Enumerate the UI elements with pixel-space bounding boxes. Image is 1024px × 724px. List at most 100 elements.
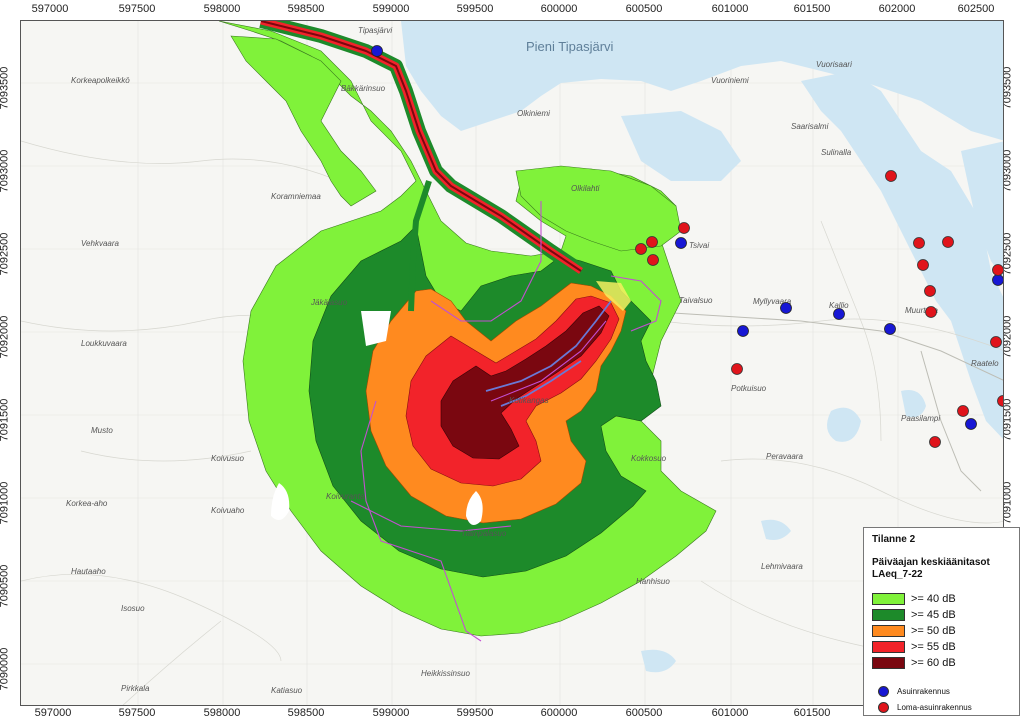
x-tick-label: 599500 xyxy=(456,3,494,15)
legend-swatch xyxy=(872,593,905,605)
water-bodies xyxy=(401,21,1003,673)
noise-zone-40db-north xyxy=(230,35,377,207)
holiday-home-marker[interactable] xyxy=(929,436,941,448)
legend-item-50db: >= 50 dB xyxy=(872,623,1011,639)
place-label: Paasilampi xyxy=(901,414,940,423)
residence-marker[interactable] xyxy=(992,274,1004,286)
legend-label: >= 45 dB xyxy=(911,609,956,621)
x-tick-label: 600500 xyxy=(625,3,663,15)
place-label: Raatelo xyxy=(971,359,999,368)
y-tick-label: 7090000 xyxy=(0,647,11,691)
holiday-home-dot-icon xyxy=(878,701,889,713)
x-tick-label: 599000 xyxy=(372,707,410,719)
roads xyxy=(640,310,1003,492)
holiday-home-marker[interactable] xyxy=(925,306,937,318)
residence-marker[interactable] xyxy=(884,323,896,335)
place-label: Jäkälasuo xyxy=(310,298,348,307)
place-label: Isosuo xyxy=(121,604,145,613)
legend-label: >= 40 dB xyxy=(911,593,956,605)
place-label: Muurtolla xyxy=(905,306,938,315)
x-tick-label: 601500 xyxy=(793,707,831,719)
place-label: Peravaara xyxy=(766,452,803,461)
x-tick-label: 600500 xyxy=(625,707,663,719)
place-label: Saarisalmi xyxy=(791,122,829,131)
place-label: Sulinalla xyxy=(821,148,852,157)
y-tick-label: 7093000 xyxy=(0,149,11,193)
y-tick-label: 7092500 xyxy=(0,232,11,276)
holiday-home-markers xyxy=(635,170,1005,448)
legend-label: Loma-asuinrakennus xyxy=(897,702,972,712)
x-tick-label: 602000 xyxy=(878,3,916,15)
x-tick-label: 598500 xyxy=(287,3,325,15)
place-label: Olkilahti xyxy=(571,184,600,193)
legend-item-40db: >= 40 dB xyxy=(872,591,1011,607)
holiday-home-marker[interactable] xyxy=(997,395,1005,407)
legend-label: >= 50 dB xyxy=(911,625,956,637)
holiday-home-marker[interactable] xyxy=(913,237,925,249)
residence-marker[interactable] xyxy=(737,325,749,337)
place-label: Heikkissinsuo xyxy=(421,669,470,678)
legend-swatch xyxy=(872,625,905,637)
x-tick-label: 598000 xyxy=(203,3,241,15)
legend-item-holiday-home: Loma-asuinrakennus xyxy=(872,699,1011,715)
place-label: Loukkuvaara xyxy=(81,339,127,348)
residence-marker[interactable] xyxy=(780,302,792,314)
holiday-home-marker[interactable] xyxy=(678,222,690,234)
holiday-home-marker[interactable] xyxy=(885,170,897,182)
place-labels: Pieni Tipasjärvi Korkeapolkeikkö Bäkkäri… xyxy=(66,26,999,695)
legend-item-45db: >= 45 dB xyxy=(872,607,1011,623)
residence-marker[interactable] xyxy=(675,237,687,249)
place-label: Koivuranta xyxy=(326,492,365,501)
place-label: Hautaaho xyxy=(71,567,106,576)
legend-label: Asuinrakennus xyxy=(897,686,950,696)
x-tick-label: 597500 xyxy=(118,3,156,15)
x-tick-label: 601000 xyxy=(711,707,749,719)
x-tick-label: 600000 xyxy=(540,707,578,719)
noise-zone-60db xyxy=(440,305,610,460)
holiday-home-marker[interactable] xyxy=(635,243,647,255)
place-label: Olkiniemi xyxy=(517,109,550,118)
place-label: Koramniemaa xyxy=(271,192,321,201)
map-canvas[interactable]: Pieni Tipasjärvi Korkeapolkeikkö Bäkkäri… xyxy=(20,20,1004,706)
site-roads xyxy=(485,300,612,407)
x-tick-label: 598500 xyxy=(287,707,325,719)
legend-metric: LAeq_7-22 xyxy=(872,569,923,580)
holiday-home-marker[interactable] xyxy=(992,264,1004,276)
holiday-home-marker[interactable] xyxy=(942,236,954,248)
place-label: Kokkosuo xyxy=(631,454,667,463)
x-tick-label: 597000 xyxy=(31,3,69,15)
holiday-home-marker[interactable] xyxy=(957,405,969,417)
y-tick-label: 7091500 xyxy=(0,398,11,442)
x-tick-label: 598000 xyxy=(203,707,241,719)
holiday-home-marker[interactable] xyxy=(924,285,936,297)
place-label: Katiasuo xyxy=(271,686,303,695)
place-label: Myllyvaara xyxy=(753,297,792,306)
x-tick-label: 599500 xyxy=(456,707,494,719)
y-tick-label: 7092000 xyxy=(0,315,11,359)
legend-swatch xyxy=(872,609,905,621)
legend-bands: >= 40 dB >= 45 dB >= 50 dB >= 55 dB >= 6… xyxy=(872,591,1011,671)
legend-item-residence: Asuinrakennus xyxy=(872,683,1011,699)
legend-points: Asuinrakennus Loma-asuinrakennus xyxy=(872,683,1011,715)
plant-highlight xyxy=(596,281,631,311)
holiday-home-marker[interactable] xyxy=(647,254,659,266)
lake-label-pieni-tipasjarvi: Pieni Tipasjärvi xyxy=(526,39,614,54)
residence-marker[interactable] xyxy=(833,308,845,320)
x-tick-label: 601500 xyxy=(793,3,831,15)
transport-corridor xyxy=(259,21,585,312)
holiday-home-marker[interactable] xyxy=(990,336,1002,348)
residence-marker[interactable] xyxy=(371,45,383,57)
place-label: Tipasjärvi xyxy=(358,26,392,35)
place-label: Vuoriniemi xyxy=(711,76,749,85)
holiday-home-marker[interactable] xyxy=(646,236,658,248)
holiday-home-marker[interactable] xyxy=(917,259,929,271)
y-tick-label: 7091000 xyxy=(0,481,11,525)
x-tick-label: 599000 xyxy=(372,3,410,15)
holiday-home-marker[interactable] xyxy=(731,363,743,375)
place-label: Lehmivaara xyxy=(761,562,803,571)
legend-label: >= 55 dB xyxy=(911,641,956,653)
residence-marker[interactable] xyxy=(965,418,977,430)
place-label: Vuorisaari xyxy=(816,60,852,69)
place-label: Hanhisuo xyxy=(636,577,670,586)
